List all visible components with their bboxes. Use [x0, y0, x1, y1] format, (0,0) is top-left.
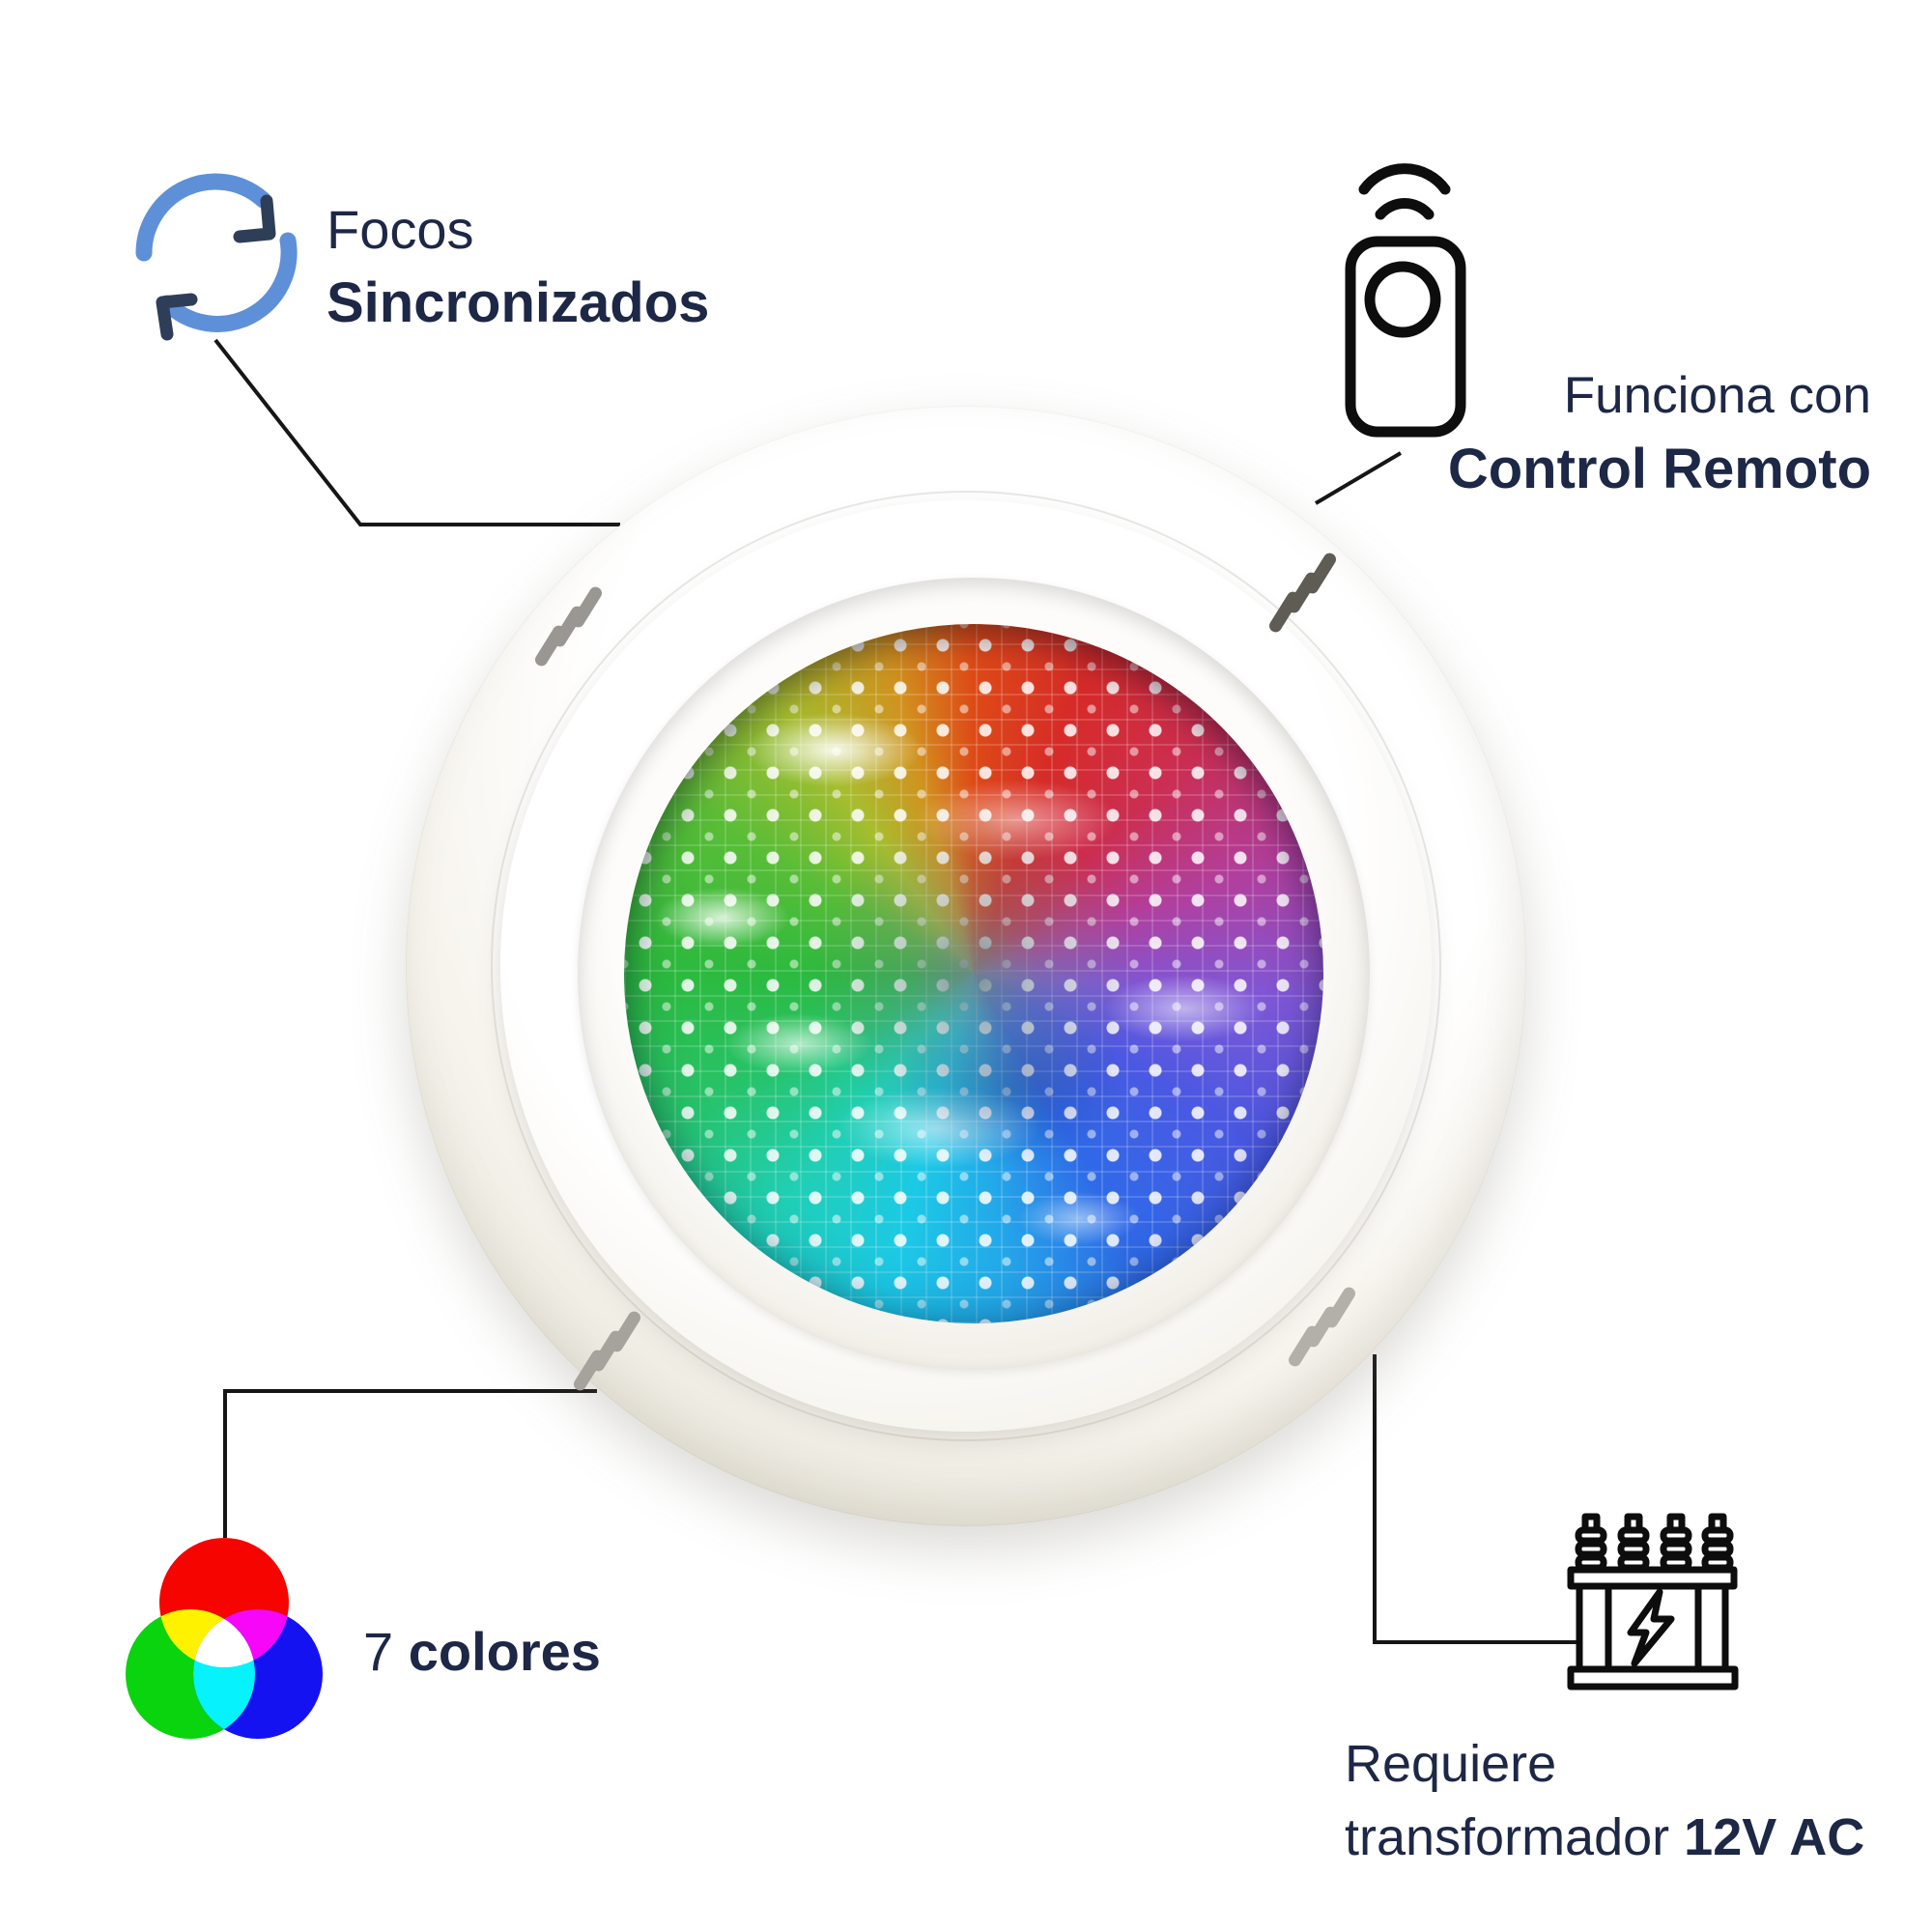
transformer-bushings	[1575, 1513, 1734, 1572]
colors-label-word: colores	[408, 1621, 601, 1682]
connector-transformer	[1373, 1354, 1579, 1644]
vent-upper-left	[532, 584, 625, 673]
white-center-overlap	[193, 1609, 255, 1667]
remote-label-line1: Funciona con	[1563, 367, 1871, 424]
lightning-bolt-icon	[1627, 1588, 1675, 1667]
colors-label: 7 colores	[363, 1615, 601, 1689]
vent-upper-right	[1266, 551, 1359, 639]
sync-label-line1: Focos	[327, 199, 474, 260]
remote-control-icon	[1345, 163, 1466, 438]
vent-lower-left	[571, 1309, 664, 1398]
transformer-label: Requiere transformador 12V AC	[1345, 1727, 1864, 1874]
transformer-base-plate	[1567, 1665, 1739, 1690]
transformer-label-line1: Requiere	[1345, 1735, 1557, 1793]
remote-label: Funciona con Control Remoto	[1448, 359, 1871, 506]
transformer-icon	[1567, 1513, 1739, 1690]
pool-light	[406, 406, 1526, 1526]
connector-sync	[213, 338, 620, 526]
connector-colors	[223, 1389, 597, 1538]
vent-lower-right	[1286, 1285, 1378, 1374]
connector-remote	[1314, 451, 1403, 505]
sync-label-line2: Sincronizados	[327, 271, 710, 334]
colors-label-number: 7	[363, 1621, 394, 1682]
sync-arrows-icon	[135, 173, 298, 341]
led-lens	[624, 624, 1323, 1323]
sync-label: Focos Sincronizados	[327, 193, 709, 340]
rgb-color-circles-icon	[126, 1538, 323, 1739]
transformer-label-line2: transformador 12V AC	[1345, 1808, 1865, 1866]
lens-center-shading	[624, 624, 1323, 1323]
remote-label-line2: Control Remoto	[1447, 438, 1871, 500]
